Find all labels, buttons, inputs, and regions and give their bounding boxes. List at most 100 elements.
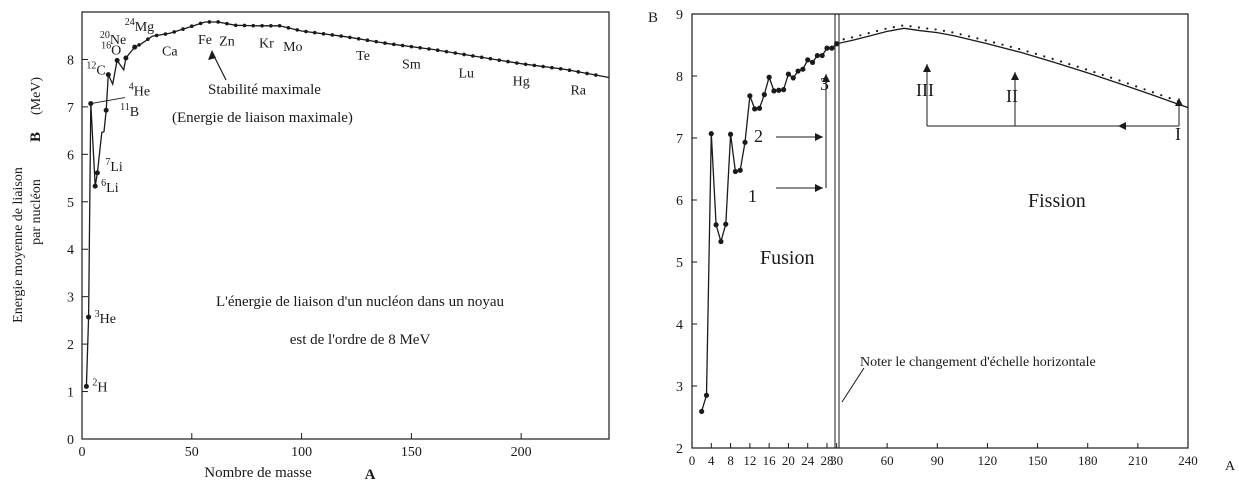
a-nuclide-symbol: Ne: [110, 33, 126, 48]
a-data-point: [514, 61, 519, 65]
a-data-point: [321, 32, 326, 36]
a-data-point: [198, 21, 203, 26]
b-data-point: [723, 221, 729, 227]
b-scatter-dot: [1068, 63, 1071, 66]
a-nuclide-symbol: Li: [110, 160, 123, 175]
a-element-label: Ra: [570, 83, 586, 98]
a-nuclide-symbol: Li: [106, 181, 119, 196]
b-data-point: [776, 87, 782, 93]
a-annotation-stab: Stabilité maximale: [208, 82, 321, 98]
a-xlabel: Nombre de masse: [204, 465, 312, 481]
a-data-point: [242, 23, 247, 28]
b-arrowhead: [1175, 98, 1183, 106]
b-scatter-dot: [926, 27, 929, 30]
b-data-point: [756, 105, 763, 111]
a-data-point: [348, 35, 352, 40]
b-scatter-dot: [1018, 47, 1021, 51]
a-nuclide-symbol: He: [100, 312, 116, 327]
b-xtick-label: 16: [763, 453, 777, 468]
b-data-point: [737, 167, 743, 173]
b-xtick-label: 28: [821, 453, 834, 468]
a-nuclide-mass: 20: [100, 30, 110, 41]
a-note-line2: est de l'ordre de 8 MeV: [290, 332, 431, 348]
b-ytick-label: 5: [676, 256, 683, 271]
a-data-point: [146, 37, 150, 42]
b-ytick-label: 8: [676, 70, 683, 85]
a-data-point: [339, 34, 343, 38]
a-ytick-label: 0: [67, 433, 74, 448]
a-element-label: Kr: [259, 36, 274, 51]
b-scatter-dot: [842, 38, 845, 41]
a-nuclide-point: [105, 72, 111, 78]
b-note-arrow: [841, 367, 865, 403]
b-scatter-dot: [867, 32, 870, 35]
b-arrowhead: [822, 74, 830, 82]
a-nuclide-mass: 24: [125, 17, 135, 28]
b-xtick-label: 12: [743, 453, 756, 468]
a-data-point: [453, 51, 458, 55]
a-nuclide-label: 4He: [129, 82, 150, 100]
a-data-point: [189, 24, 194, 29]
a-data-point: [435, 48, 440, 52]
a-xtick-label: 50: [185, 445, 199, 460]
a-nuclide-label: 11B: [120, 102, 139, 120]
b-scatter-dot: [901, 24, 904, 27]
a-data-point: [330, 33, 335, 37]
b-data-point: [761, 92, 767, 98]
b-scatter-dot: [976, 37, 979, 40]
b-xtick-label: 210: [1128, 453, 1148, 468]
a-series-line: [85, 21, 610, 387]
b-scatter-dot: [1043, 55, 1046, 58]
b-scatter-dot: [1059, 60, 1063, 63]
a-ylabel-unit: (MeV): [29, 77, 44, 115]
a-frame: [81, 11, 610, 440]
b-xtick-label: 240: [1178, 453, 1198, 468]
a-ytick-label: 2: [67, 338, 74, 353]
a-data-point: [558, 67, 563, 71]
a-nuclide-label: 24Mg: [125, 17, 154, 35]
a-plot: [83, 20, 610, 389]
a-element-label: Sm: [402, 58, 421, 73]
a-data-point: [523, 62, 528, 67]
a-element-label: Ca: [162, 44, 178, 59]
a-nuclide-symbol: B: [130, 105, 139, 120]
b-data-point: [718, 238, 724, 245]
a-nuclide-label: 7Li: [105, 157, 123, 175]
b-xtick-label: 4: [708, 453, 715, 468]
b-data-point: [814, 52, 820, 59]
a-ytick-label: 6: [67, 148, 74, 163]
b-xtick-label: 90: [931, 453, 944, 468]
b-data-point: [732, 168, 738, 175]
b-scatter-dot: [884, 27, 887, 30]
b-data-point: [781, 87, 787, 93]
a-data-point: [532, 63, 537, 68]
b-data-point: [752, 106, 758, 112]
b-arrow-label-1: 1: [748, 186, 757, 206]
b-scatter-dot: [1076, 65, 1079, 68]
b-scatter-dot: [951, 31, 954, 34]
b-scatter-dot: [967, 35, 971, 38]
a-nuclide-label: 20Ne: [100, 30, 126, 48]
b-arrowhead: [923, 64, 931, 72]
b-arrow-label-3: 3: [820, 74, 829, 94]
b-scatter-dot: [1110, 76, 1113, 79]
b-scatter-dot: [1026, 50, 1029, 53]
b-data-point: [747, 93, 753, 99]
a-data-point: [488, 56, 493, 61]
a-nuclide-point: [83, 383, 89, 389]
a-ylabel-line1: Energie moyenne de liaison: [11, 167, 26, 323]
b-data-point: [785, 71, 792, 77]
a-ylabel-line2: par nucléon: [29, 179, 44, 245]
a-nuclide-point: [94, 170, 100, 176]
b-scatter-dot: [876, 29, 879, 33]
b-arrow-label-I: I: [1175, 124, 1181, 144]
a-nuclide-mass: 3: [95, 309, 100, 320]
a-data-point: [251, 23, 256, 28]
b-scatter-dot: [1034, 52, 1037, 56]
a-nuclide-symbol: H: [97, 380, 107, 395]
a-data-point: [295, 28, 299, 32]
a-data-point: [172, 30, 177, 34]
